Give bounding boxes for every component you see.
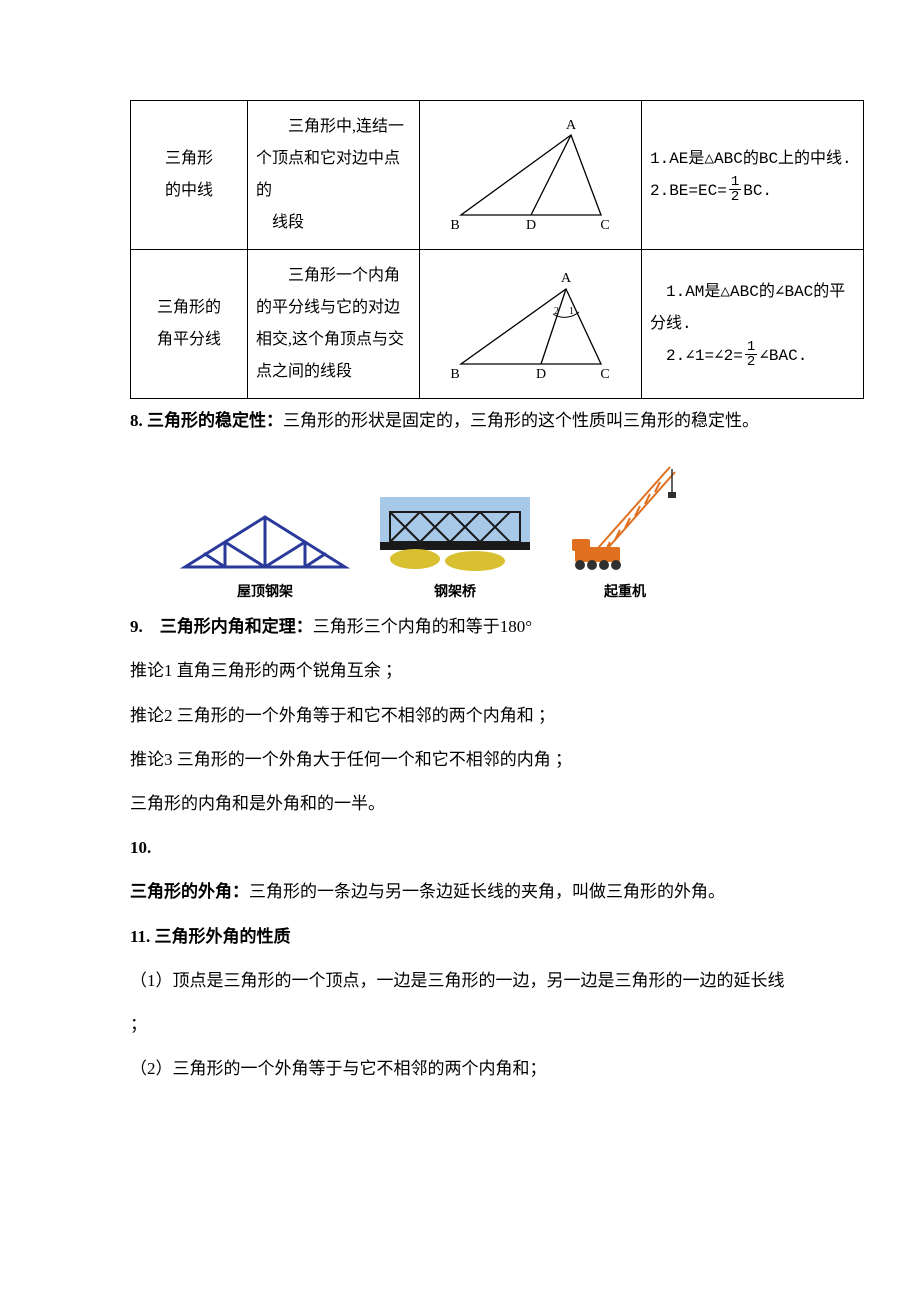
prop-line-2: 2.BE=EC=12BC. [650, 175, 855, 207]
section-8: 8. 三角形的稳定性：三角形的形状是固定的，三角形的这个性质叫三角形的稳定性。 [130, 399, 800, 443]
row-diagram: A B D C [420, 101, 642, 250]
table-row: 三角形的中线 三角形中,连结一个顶点和它对边中点的 线段 A B D C 1.A… [131, 101, 864, 250]
sec9-text: 三角形三个内角的和等于180° [313, 617, 532, 636]
illus-crane: 起重机 [560, 457, 690, 601]
document-page: 三角形的中线 三角形中,连结一个顶点和它对边中点的 线段 A B D C 1.A… [0, 0, 920, 1151]
table-row: 三角形的角平分线 三角形一个内角的平分线与它的对边相交,这个角顶点与交点之间的线… [131, 250, 864, 399]
section-9: 9. 三角形内角和定理：三角形三个内角的和等于180° 推论1 直角三角形的两个… [130, 605, 800, 826]
sec11-p2: （2）三角形的一个外角等于与它不相邻的两个内角和； [130, 1047, 800, 1091]
row-def-text: 三角形一个内角的平分线与它的对边相交,这个角顶点与交点之间的线段 [256, 267, 404, 380]
row-def-text: 三角形中,连结一个顶点和它对边中点的 线段 [256, 118, 404, 231]
row-name-text: 三角形的角平分线 [157, 299, 221, 348]
svg-text:A: A [565, 118, 576, 133]
sec10-num: 10. [130, 826, 800, 870]
row-diagram: A B D C 2 1 [420, 250, 642, 399]
sec8-line: 8. 三角形的稳定性：三角形的形状是固定的，三角形的这个性质叫三角形的稳定性。 [130, 399, 800, 443]
svg-text:D: D [525, 218, 535, 233]
illus-bridge: 钢架桥 [380, 497, 530, 601]
prop-line-2: 2.∠1=∠2=12∠BAC. [650, 340, 855, 372]
svg-text:C: C [600, 367, 609, 382]
row-name-text: 三角形的中线 [165, 150, 213, 199]
row-props: 1.AM是△ABC的∠BAC的平分线. 2.∠1=∠2=12∠BAC. [642, 250, 864, 399]
section-11: 11. 三角形外角的性质 （1）顶点是三角形的一个顶点，一边是三角形的一边，另一… [130, 915, 800, 1092]
sec9-title-line: 9. 三角形内角和定理：三角形三个内角的和等于180° [130, 605, 800, 649]
triangle-elements-table: 三角形的中线 三角形中,连结一个顶点和它对边中点的 线段 A B D C 1.A… [130, 100, 864, 399]
svg-text:D: D [535, 367, 545, 382]
row-def: 三角形中,连结一个顶点和它对边中点的 线段 [248, 101, 420, 250]
svg-text:B: B [450, 218, 459, 233]
row-def: 三角形一个内角的平分线与它的对边相交,这个角顶点与交点之间的线段 [248, 250, 420, 399]
illustration-row: 屋顶钢架 钢架桥 [180, 457, 800, 601]
sec9-c2: 推论2 三角形的一个外角等于和它不相邻的两个内角和 ； [130, 694, 800, 738]
sec10-text: 三角形的一条边与另一条边延长线的夹角，叫做三角形的外角。 [249, 882, 725, 901]
fraction: 12 [729, 175, 741, 204]
row-name: 三角形的角平分线 [131, 250, 248, 399]
fraction: 12 [745, 340, 757, 369]
crane-caption: 起重机 [604, 581, 646, 601]
median-diagram: A B D C [441, 115, 621, 235]
sec9-title: 9. 三角形内角和定理： [130, 617, 313, 636]
sec9-c4: 三角形的内角和是外角和的一半。 [130, 782, 800, 826]
sec8-text: 三角形的形状是固定的，三角形的这个性质叫三角形的稳定性。 [283, 411, 759, 430]
prop-line-1: 1.AE是△ABC的BC上的中线. [650, 143, 855, 175]
row-props: 1.AE是△ABC的BC上的中线. 2.BE=EC=12BC. [642, 101, 864, 250]
bisector-diagram: A B D C 2 1 [441, 264, 621, 384]
illus-truss: 屋顶钢架 [180, 507, 350, 601]
bridge-icon [380, 497, 530, 577]
svg-text:A: A [560, 271, 571, 286]
sec9-c3: 推论3 三角形的一个外角大于任何一个和它不相邻的内角 ； [130, 738, 800, 782]
truss-icon [180, 507, 350, 577]
sec10-title: 三角形的外角： [130, 882, 249, 901]
row-name: 三角形的中线 [131, 101, 248, 250]
bridge-caption: 钢架桥 [434, 581, 476, 601]
section-10: 10. 三角形的外角：三角形的一条边与另一条边延长线的夹角，叫做三角形的外角。 [130, 826, 800, 914]
svg-text:C: C [600, 218, 609, 233]
crane-icon [560, 457, 690, 577]
truss-caption: 屋顶钢架 [237, 581, 293, 601]
sec8-title: 8. 三角形的稳定性： [130, 411, 283, 430]
svg-text:B: B [450, 367, 459, 382]
sec9-c1: 推论1 直角三角形的两个锐角互余 ； [130, 649, 800, 693]
sec11-title: 11. 三角形外角的性质 [130, 915, 800, 959]
sec10-line: 三角形的外角：三角形的一条边与另一条边延长线的夹角，叫做三角形的外角。 [130, 870, 800, 914]
prop-line-1: 1.AM是△ABC的∠BAC的平分线. [650, 276, 855, 340]
sec11-p1: （1）顶点是三角形的一个顶点，一边是三角形的一边，另一边是三角形的一边的延长线 … [130, 959, 800, 1047]
